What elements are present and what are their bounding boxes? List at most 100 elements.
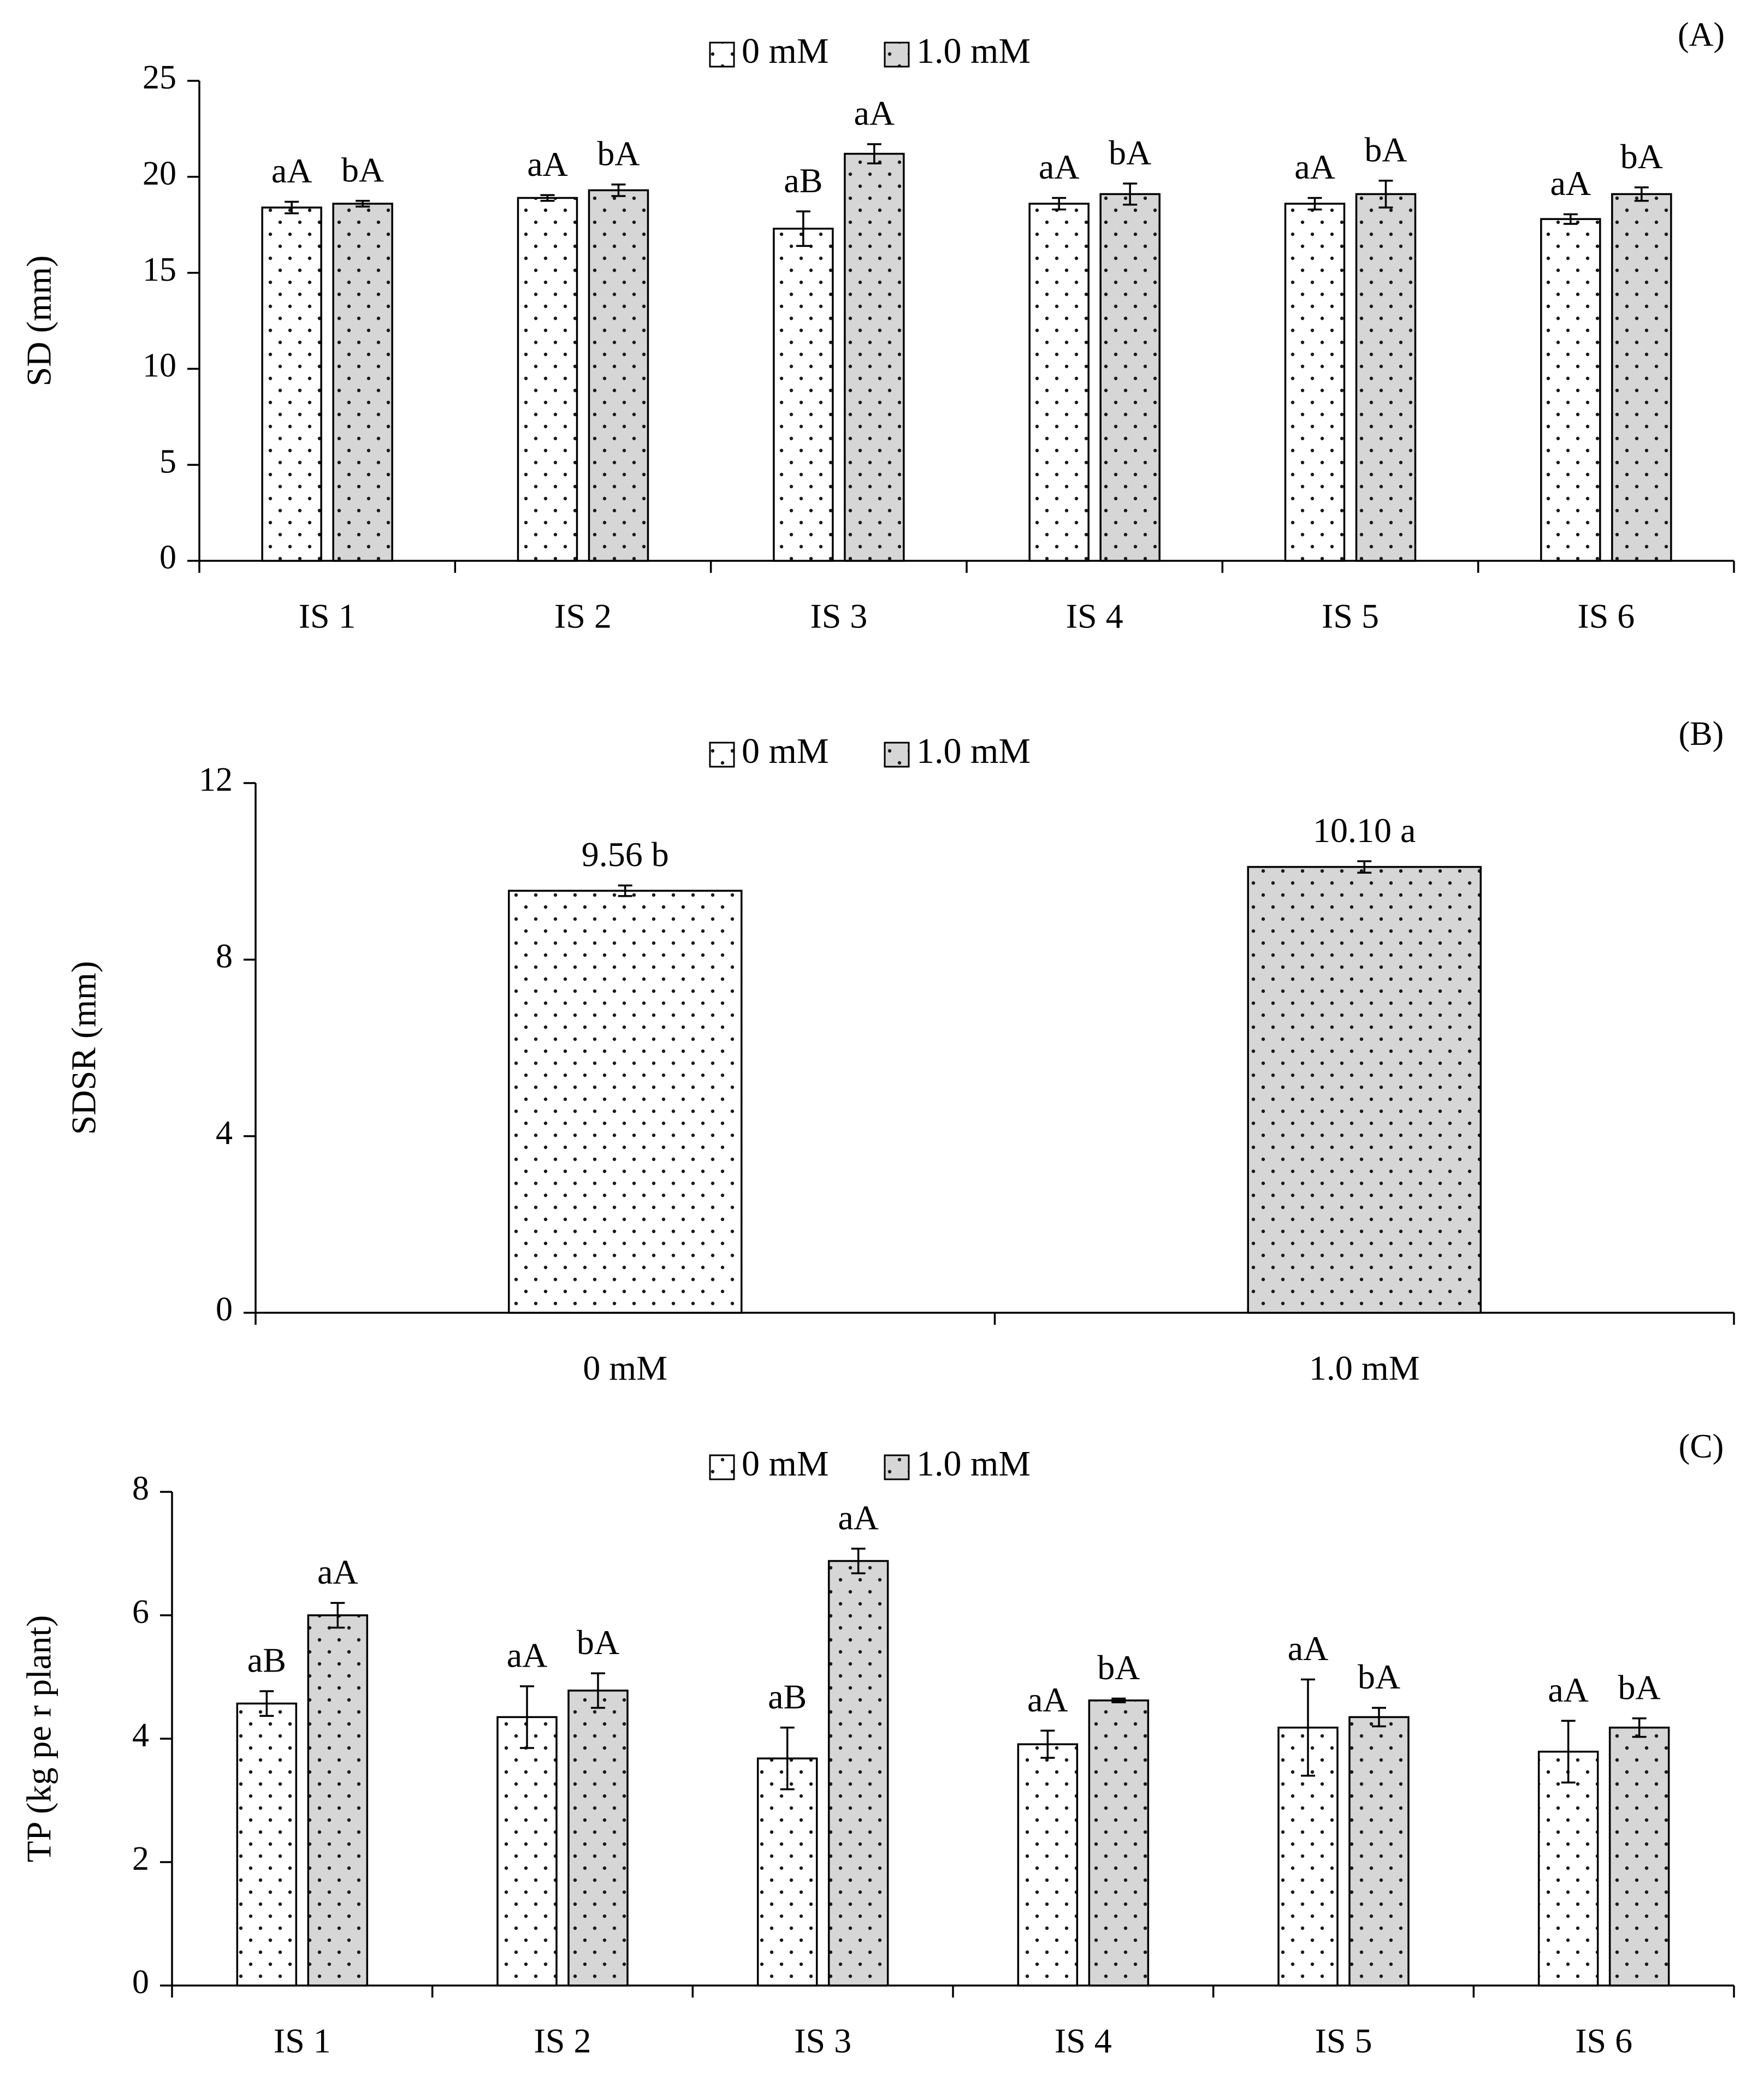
bar-1mm-5 (1355, 193, 1417, 562)
x-tick-label: 1.0 mM (1309, 1349, 1420, 1388)
data-label: bA (1364, 131, 1407, 169)
data-label: aA (1039, 147, 1080, 186)
legend-label-0mm: 0 mM (742, 731, 829, 771)
y-tick-label: 15 (143, 251, 176, 288)
data-label: aB (768, 1677, 807, 1716)
bar-1mm-2 (588, 189, 649, 562)
data-label: aA (507, 1636, 548, 1675)
x-tick-label: IS 5 (1315, 2022, 1372, 2060)
legend-label-1mm: 1.0 mM (916, 731, 1031, 771)
data-label: bA (1618, 1668, 1661, 1706)
legend-label-0mm: 0 mM (742, 1444, 829, 1484)
data-label: aA (527, 145, 568, 183)
y-tick-label: 8 (216, 938, 233, 975)
legend: 0 mM 1.0 mM (709, 1444, 1031, 1484)
data-label: aA (1288, 1629, 1329, 1668)
panel-label: (C) (1679, 1428, 1724, 1465)
legend-swatch-0mm (709, 742, 735, 768)
y-tick-label: 20 (143, 155, 176, 192)
x-tick-label: IS 5 (1322, 597, 1379, 636)
data-label: bA (597, 134, 640, 173)
bar-1mm-1 (332, 203, 393, 562)
data-label: aA (1548, 1670, 1589, 1709)
y-tick-label: 10 (143, 347, 176, 384)
bar-0mm-4 (1028, 203, 1090, 562)
data-label: 9.56 b (582, 835, 669, 874)
legend: 0 mM 1.0 mM (709, 31, 1031, 71)
bar-1mm-4 (1088, 1699, 1150, 1987)
bar-1mm-2 (567, 1690, 629, 1987)
y-tick-label: 4 (216, 1115, 233, 1152)
data-label: aA (1027, 1680, 1068, 1719)
data-label: aA (854, 94, 895, 133)
data-label: bA (1358, 1657, 1400, 1696)
x-tick-label: 0 mM (583, 1349, 667, 1388)
x-tick-label: IS 4 (1055, 2022, 1112, 2060)
data-label: bA (1097, 1648, 1140, 1687)
y-tick-label: 4 (132, 1717, 149, 1754)
bar-0mm-2 (517, 197, 578, 562)
x-tick-label: IS 1 (274, 2022, 331, 2060)
y-tick-label: 0 (132, 1964, 149, 2001)
legend-swatch-1mm (884, 42, 910, 68)
bar-0mm-2 (496, 1716, 558, 1987)
bar-1mm-3 (844, 152, 905, 562)
x-tick-label: IS 4 (1066, 597, 1123, 636)
data-label: aB (247, 1641, 286, 1680)
y-tick-label: 5 (159, 443, 176, 480)
legend-swatch-1mm (884, 742, 910, 768)
data-label: bA (577, 1623, 619, 1662)
y-tick-label: 25 (143, 59, 176, 96)
bar-0mm-3 (773, 227, 834, 562)
chart-panel-b: (B) 0 mM 1.0 mM SDSR (mm) 0 4 8 12 0 mM 1.0 mM 9.5… (64, 715, 1735, 1388)
y-axis-label: TP (kg pe r plant) (20, 1615, 58, 1863)
bar-0mm-4 (1017, 1743, 1079, 1987)
data-label: aA (838, 1498, 879, 1537)
legend-swatch-1mm (884, 1454, 910, 1480)
x-tick-label: IS 1 (299, 597, 356, 636)
legend-label-1mm: 1.0 mM (916, 1444, 1031, 1484)
y-axis-label: SD (mm) (20, 256, 58, 387)
y-tick-label: 2 (132, 1840, 149, 1877)
y-tick-label: 6 (132, 1593, 149, 1631)
bar-0mm-1 (236, 1702, 298, 1987)
chart-panel-c: (C) 0 mM 1.0 mM TP (kg pe r plant) 0 2 4 6 8 IS 1… (20, 1428, 1735, 2060)
y-tick-label: 8 (132, 1470, 149, 1507)
data-label: 10.10 a (1313, 811, 1416, 850)
bar-0mm-6 (1540, 218, 1601, 562)
x-tick-label: IS 2 (554, 597, 612, 636)
panel-label: (B) (1679, 715, 1724, 752)
bar-1mm-5 (1348, 1716, 1410, 1987)
x-tick-label: IS 3 (794, 2022, 851, 2060)
bar-0mm-5 (1284, 203, 1346, 562)
legend-swatch-0mm (709, 1454, 735, 1480)
legend-label-1mm: 1.0 mM (916, 31, 1031, 71)
bar-1mm-6 (1611, 193, 1672, 562)
bar-0mm-1 (261, 206, 322, 562)
data-label: aA (271, 151, 312, 190)
bar-1mm-1 (307, 1614, 369, 1987)
data-label: bA (1109, 133, 1151, 172)
data-label: aA (1294, 147, 1335, 186)
data-label: bA (341, 150, 384, 189)
data-label: aA (317, 1552, 358, 1591)
y-tick-label: 0 (159, 539, 176, 576)
legend: 0 mM 1.0 mM (709, 731, 1031, 771)
panel-label: (A) (1678, 16, 1725, 54)
chart-panel-a: (A) 0 mM 1.0 mM SD (mm) 0 5 10 15 20 25 IS 1 IS 2 IS… (20, 16, 1735, 636)
bar-0mm (508, 890, 743, 1314)
bar-1mm (1247, 866, 1482, 1314)
x-tick-label: IS 6 (1575, 2022, 1632, 2060)
x-tick-label: IS 6 (1577, 597, 1635, 636)
data-label: aB (784, 161, 822, 200)
bar-0mm-3 (756, 1757, 818, 1987)
data-label: aA (1550, 164, 1591, 203)
legend-swatch-0mm (709, 42, 735, 68)
data-label: bA (1620, 137, 1663, 176)
bar-1mm-3 (827, 1560, 889, 1987)
legend-label-0mm: 0 mM (742, 31, 829, 71)
bar-1mm-4 (1099, 193, 1161, 562)
y-axis-label: SDSR (mm) (64, 961, 103, 1135)
